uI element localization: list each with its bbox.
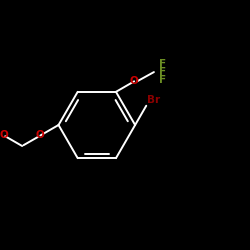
Text: F: F xyxy=(159,59,166,69)
Text: F: F xyxy=(159,75,166,85)
Text: F: F xyxy=(159,67,166,77)
Text: O: O xyxy=(36,130,45,140)
Text: O: O xyxy=(130,76,138,86)
Text: O: O xyxy=(0,130,8,140)
Text: Br: Br xyxy=(148,95,160,105)
